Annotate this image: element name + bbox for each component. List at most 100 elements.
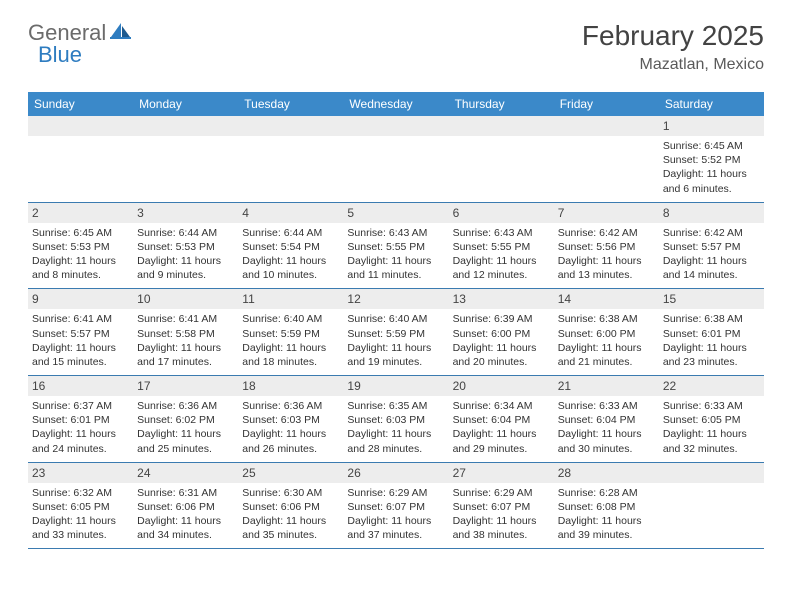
day-cell: 2Sunrise: 6:45 AMSunset: 5:53 PMDaylight…	[28, 203, 133, 289]
day-cell: 26 Sunrise: 6:29 AMSunset: 6:07 PMDayligh…	[343, 463, 448, 549]
day-number: 1	[659, 116, 764, 136]
month-title: February 2025	[582, 20, 764, 52]
day-info: Sunrise: 6:45 AMSunset: 5:52 PMDaylight:…	[663, 139, 760, 196]
day-number: 23	[28, 463, 133, 483]
day-number: 7	[554, 203, 659, 223]
sunset-text: Sunset: 6:05 PM	[32, 500, 129, 514]
day-info: Sunrise: 6:37 AMSunset: 6:01 PMDaylight:…	[32, 399, 129, 456]
day-number: 15	[659, 289, 764, 309]
day-number	[554, 116, 659, 136]
day-info: Sunrise: 6:29 AMSunset: 6:07 PMDaylight:…	[347, 486, 444, 543]
daylight-text: Daylight: 11 hours and 30 minutes.	[558, 427, 655, 455]
day-info: Sunrise: 6:44 AMSunset: 5:54 PMDaylight:…	[242, 226, 339, 283]
day-header-row: Sunday Monday Tuesday Wednesday Thursday…	[28, 92, 764, 116]
day-cell: 18Sunrise: 6:36 AMSunset: 6:03 PMDayligh…	[238, 376, 343, 462]
day-info: Sunrise: 6:34 AMSunset: 6:04 PMDaylight:…	[453, 399, 550, 456]
sunrise-text: Sunrise: 6:41 AM	[137, 312, 234, 326]
day-number: 3	[133, 203, 238, 223]
day-cell	[238, 116, 343, 202]
sunrise-text: Sunrise: 6:30 AM	[242, 486, 339, 500]
sunset-text: Sunset: 5:58 PM	[137, 327, 234, 341]
sunset-text: Sunset: 5:56 PM	[558, 240, 655, 254]
day-number: 4	[238, 203, 343, 223]
daylight-text: Daylight: 11 hours and 12 minutes.	[453, 254, 550, 282]
day-cell: 4 Sunrise: 6:44 AMSunset: 5:54 PMDaylight…	[238, 203, 343, 289]
sunset-text: Sunset: 6:06 PM	[242, 500, 339, 514]
day-cell: 16Sunrise: 6:37 AMSunset: 6:01 PMDayligh…	[28, 376, 133, 462]
day-number: 11	[238, 289, 343, 309]
day-info: Sunrise: 6:41 AMSunset: 5:57 PMDaylight:…	[32, 312, 129, 369]
sunset-text: Sunset: 6:00 PM	[558, 327, 655, 341]
day-number: 8	[659, 203, 764, 223]
day-cell: 27Sunrise: 6:29 AMSunset: 6:07 PMDayligh…	[449, 463, 554, 549]
day-number: 2	[28, 203, 133, 223]
sunset-text: Sunset: 6:03 PM	[347, 413, 444, 427]
sunset-text: Sunset: 5:57 PM	[663, 240, 760, 254]
day-cell: 14Sunrise: 6:38 AMSunset: 6:00 PMDayligh…	[554, 289, 659, 375]
day-number: 26	[343, 463, 448, 483]
sunset-text: Sunset: 6:07 PM	[347, 500, 444, 514]
day-number: 13	[449, 289, 554, 309]
sunrise-text: Sunrise: 6:44 AM	[137, 226, 234, 240]
day-cell: 11 Sunrise: 6:40 AMSunset: 5:59 PMDayligh…	[238, 289, 343, 375]
day-number: 14	[554, 289, 659, 309]
sunrise-text: Sunrise: 6:39 AM	[453, 312, 550, 326]
sunset-text: Sunset: 5:59 PM	[347, 327, 444, 341]
header: General February 2025 Mazatlan, Mexico	[28, 20, 764, 74]
location: Mazatlan, Mexico	[582, 56, 764, 74]
day-header-wed: Wednesday	[343, 92, 448, 116]
weeks-container: 1 Sunrise: 6:45 AMSunset: 5:52 PMDaylight…	[28, 116, 764, 549]
sunrise-text: Sunrise: 6:33 AM	[663, 399, 760, 413]
sunset-text: Sunset: 5:53 PM	[32, 240, 129, 254]
sunrise-text: Sunrise: 6:35 AM	[347, 399, 444, 413]
week-row: 9 Sunrise: 6:41 AMSunset: 5:57 PMDaylight…	[28, 289, 764, 376]
day-info: Sunrise: 6:40 AMSunset: 5:59 PMDaylight:…	[347, 312, 444, 369]
day-number: 20	[449, 376, 554, 396]
sunrise-text: Sunrise: 6:33 AM	[558, 399, 655, 413]
daylight-text: Daylight: 11 hours and 39 minutes.	[558, 514, 655, 542]
calendar: Sunday Monday Tuesday Wednesday Thursday…	[28, 92, 764, 549]
daylight-text: Daylight: 11 hours and 38 minutes.	[453, 514, 550, 542]
day-info: Sunrise: 6:40 AMSunset: 5:59 PMDaylight:…	[242, 312, 339, 369]
day-number: 12	[343, 289, 448, 309]
day-header-sat: Saturday	[659, 92, 764, 116]
day-number: 25	[238, 463, 343, 483]
daylight-text: Daylight: 11 hours and 17 minutes.	[137, 341, 234, 369]
day-info: Sunrise: 6:29 AMSunset: 6:07 PMDaylight:…	[453, 486, 550, 543]
day-info: Sunrise: 6:42 AMSunset: 5:57 PMDaylight:…	[663, 226, 760, 283]
day-number: 19	[343, 376, 448, 396]
day-cell: 9 Sunrise: 6:41 AMSunset: 5:57 PMDaylight…	[28, 289, 133, 375]
logo-blue: Blue	[38, 42, 82, 68]
day-cell: 19Sunrise: 6:35 AMSunset: 6:03 PMDayligh…	[343, 376, 448, 462]
daylight-text: Daylight: 11 hours and 26 minutes.	[242, 427, 339, 455]
sunrise-text: Sunrise: 6:45 AM	[32, 226, 129, 240]
daylight-text: Daylight: 11 hours and 35 minutes.	[242, 514, 339, 542]
sunset-text: Sunset: 5:54 PM	[242, 240, 339, 254]
daylight-text: Daylight: 11 hours and 23 minutes.	[663, 341, 760, 369]
sunset-text: Sunset: 5:55 PM	[453, 240, 550, 254]
sunset-text: Sunset: 5:53 PM	[137, 240, 234, 254]
sunrise-text: Sunrise: 6:40 AM	[347, 312, 444, 326]
sunset-text: Sunset: 6:03 PM	[242, 413, 339, 427]
sunrise-text: Sunrise: 6:38 AM	[558, 312, 655, 326]
day-number: 17	[133, 376, 238, 396]
daylight-text: Daylight: 11 hours and 33 minutes.	[32, 514, 129, 542]
day-cell: 22Sunrise: 6:33 AMSunset: 6:05 PMDayligh…	[659, 376, 764, 462]
day-cell	[449, 116, 554, 202]
day-number	[659, 463, 764, 483]
day-number: 21	[554, 376, 659, 396]
day-cell	[554, 116, 659, 202]
day-header-sun: Sunday	[28, 92, 133, 116]
sunset-text: Sunset: 6:01 PM	[32, 413, 129, 427]
day-number	[343, 116, 448, 136]
week-row: 23Sunrise: 6:32 AMSunset: 6:05 PMDayligh…	[28, 463, 764, 550]
daylight-text: Daylight: 11 hours and 6 minutes.	[663, 167, 760, 195]
daylight-text: Daylight: 11 hours and 24 minutes.	[32, 427, 129, 455]
daylight-text: Daylight: 11 hours and 9 minutes.	[137, 254, 234, 282]
sunset-text: Sunset: 6:06 PM	[137, 500, 234, 514]
sunrise-text: Sunrise: 6:28 AM	[558, 486, 655, 500]
day-number: 9	[28, 289, 133, 309]
day-cell: 21Sunrise: 6:33 AMSunset: 6:04 PMDayligh…	[554, 376, 659, 462]
sunrise-text: Sunrise: 6:40 AM	[242, 312, 339, 326]
day-number: 10	[133, 289, 238, 309]
